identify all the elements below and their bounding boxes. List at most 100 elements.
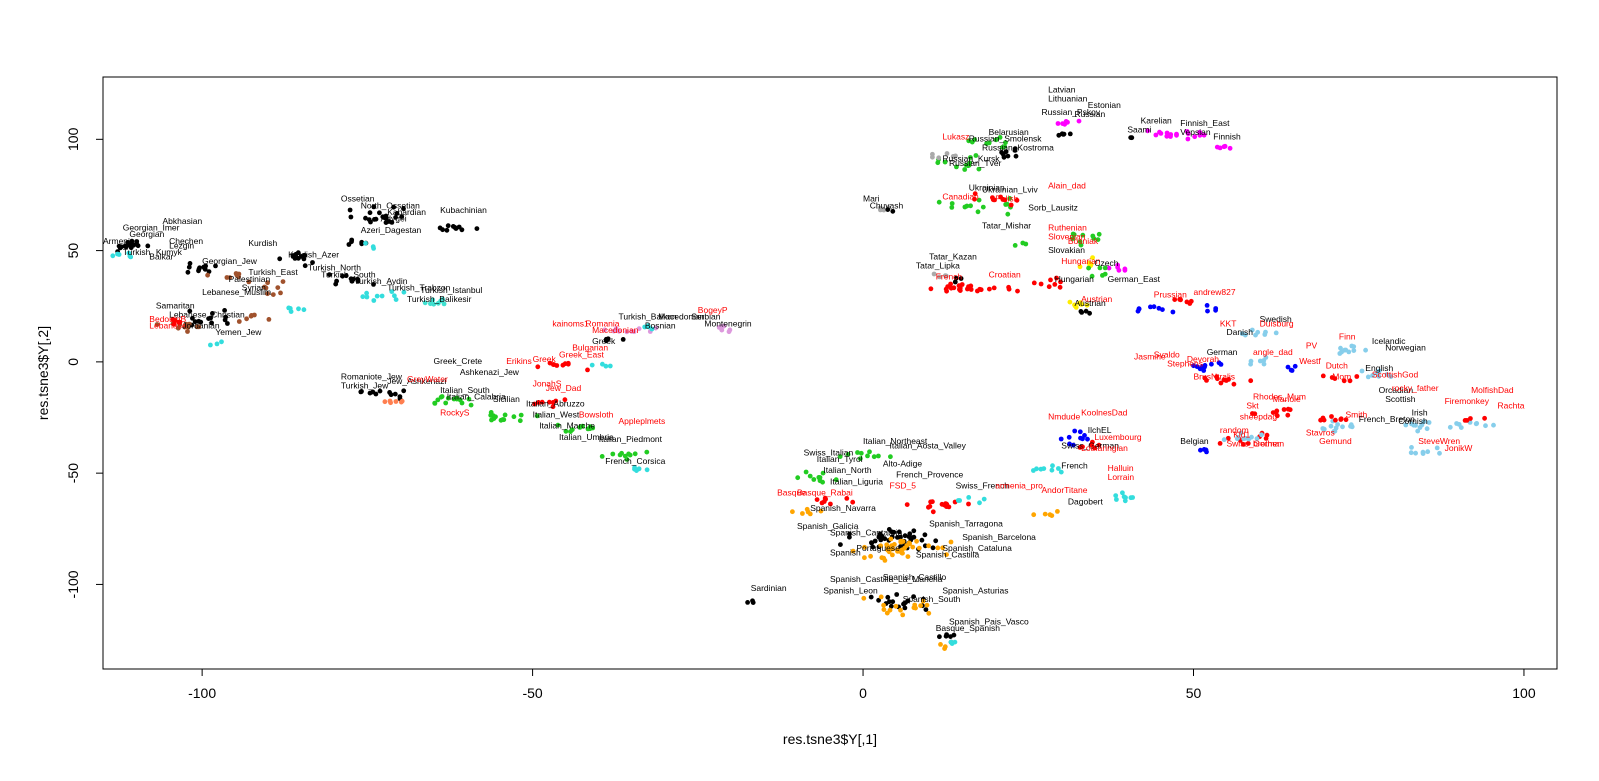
data-point <box>790 509 795 515</box>
data-point <box>1031 280 1037 286</box>
point-label: Italian_West <box>533 410 580 420</box>
point-label: Belgian <box>1180 436 1209 446</box>
point-label: French_Corsica <box>605 456 665 466</box>
data-point <box>532 401 537 407</box>
data-point <box>1014 197 1020 203</box>
data-point <box>1263 436 1269 441</box>
point-label: Italian_Northeast <box>863 436 928 446</box>
data-point <box>922 543 928 549</box>
data-point <box>1005 211 1011 217</box>
data-point <box>438 394 444 400</box>
data-point <box>885 207 891 213</box>
data-point <box>910 544 916 550</box>
point-label: Greek <box>533 354 557 364</box>
point-label: Spanish_Pais_Vasco <box>949 617 1029 627</box>
point-label: Spanish_Castilla_La_Mancha <box>830 574 943 584</box>
point-label: Sardinian <box>751 583 787 593</box>
point-label: Stavros <box>1306 427 1335 437</box>
data-point <box>885 594 891 600</box>
data-point <box>1151 304 1157 310</box>
data-point <box>1420 451 1426 456</box>
data-point <box>991 285 997 291</box>
point-label: Spanish_Castilla <box>916 550 980 560</box>
data-point <box>975 288 980 294</box>
data-point <box>244 316 250 322</box>
data-point <box>966 501 971 507</box>
data-point <box>222 308 228 313</box>
x-tick-label: -50 <box>522 685 542 701</box>
data-point <box>399 398 405 404</box>
data-point <box>1070 442 1076 448</box>
data-point <box>587 426 593 432</box>
data-point <box>1235 434 1241 440</box>
data-point <box>192 319 198 325</box>
point-label: Ukrainian <box>969 183 1005 193</box>
data-point <box>348 214 354 220</box>
data-point <box>1086 265 1091 271</box>
point-label: Estonian <box>1088 100 1121 110</box>
point-label: Turkish_Jew <box>341 381 389 391</box>
point-label: Adygei <box>381 214 407 224</box>
data-point <box>208 342 213 348</box>
data-point <box>1281 407 1287 412</box>
point-label: Macedonian <box>592 325 639 335</box>
data-point <box>295 250 301 256</box>
data-point <box>227 275 233 280</box>
data-point <box>649 326 655 332</box>
data-point <box>175 325 181 331</box>
data-point <box>1066 434 1072 440</box>
data-point <box>1248 358 1254 364</box>
point-label: Kurdish <box>248 238 277 248</box>
data-point <box>534 413 540 419</box>
point-label: Lotharingian <box>1081 443 1128 453</box>
point-label: Italian_Calabria <box>447 392 506 402</box>
data-point <box>1057 284 1063 290</box>
point-label: Turkish_Istanbul <box>420 285 482 295</box>
data-point <box>981 496 987 502</box>
point-label: Turkish_Balikesir <box>407 294 472 304</box>
data-point <box>1056 132 1062 138</box>
data-point <box>1048 277 1053 283</box>
data-point <box>1447 424 1453 430</box>
data-point <box>1122 498 1128 504</box>
data-point <box>862 544 867 550</box>
point-label: French_Breton <box>1359 414 1415 424</box>
x-tick-label: 50 <box>1186 685 1202 701</box>
point-label: Spanish_Navarra <box>810 503 876 513</box>
point-label: Latvian <box>1048 85 1076 95</box>
data-point <box>946 504 952 510</box>
point-label: Lithuanian <box>1048 94 1088 104</box>
data-point <box>1031 512 1037 518</box>
data-point <box>201 264 207 270</box>
data-point <box>610 451 616 457</box>
point-label: Devorah <box>1187 354 1219 364</box>
data-point <box>1077 239 1083 245</box>
data-point <box>890 552 895 558</box>
data-point <box>219 339 224 345</box>
data-point <box>1287 407 1293 413</box>
point-label: Austrian <box>1081 294 1112 304</box>
data-point <box>949 201 955 206</box>
data-point <box>964 203 970 209</box>
data-point <box>953 153 958 159</box>
data-point <box>828 501 833 507</box>
data-point <box>1424 426 1430 432</box>
data-point <box>1185 131 1191 137</box>
point-label: Saami <box>1127 125 1151 135</box>
data-point <box>1473 421 1479 427</box>
data-point <box>1332 376 1338 381</box>
data-point <box>1239 331 1245 337</box>
data-point <box>1130 495 1135 500</box>
data-point <box>817 475 823 480</box>
data-point <box>301 307 307 313</box>
data-point <box>1184 299 1190 305</box>
data-point <box>196 324 202 330</box>
point-label: Kumyk <box>156 247 183 257</box>
y-tick-label: -50 <box>65 463 81 483</box>
point-label: Italian_South <box>440 385 490 395</box>
point-label: SteveWren <box>1418 436 1460 446</box>
data-point <box>898 539 904 545</box>
point-label: Ruthenian <box>1048 223 1087 233</box>
point-label: Ossetian <box>341 194 375 204</box>
